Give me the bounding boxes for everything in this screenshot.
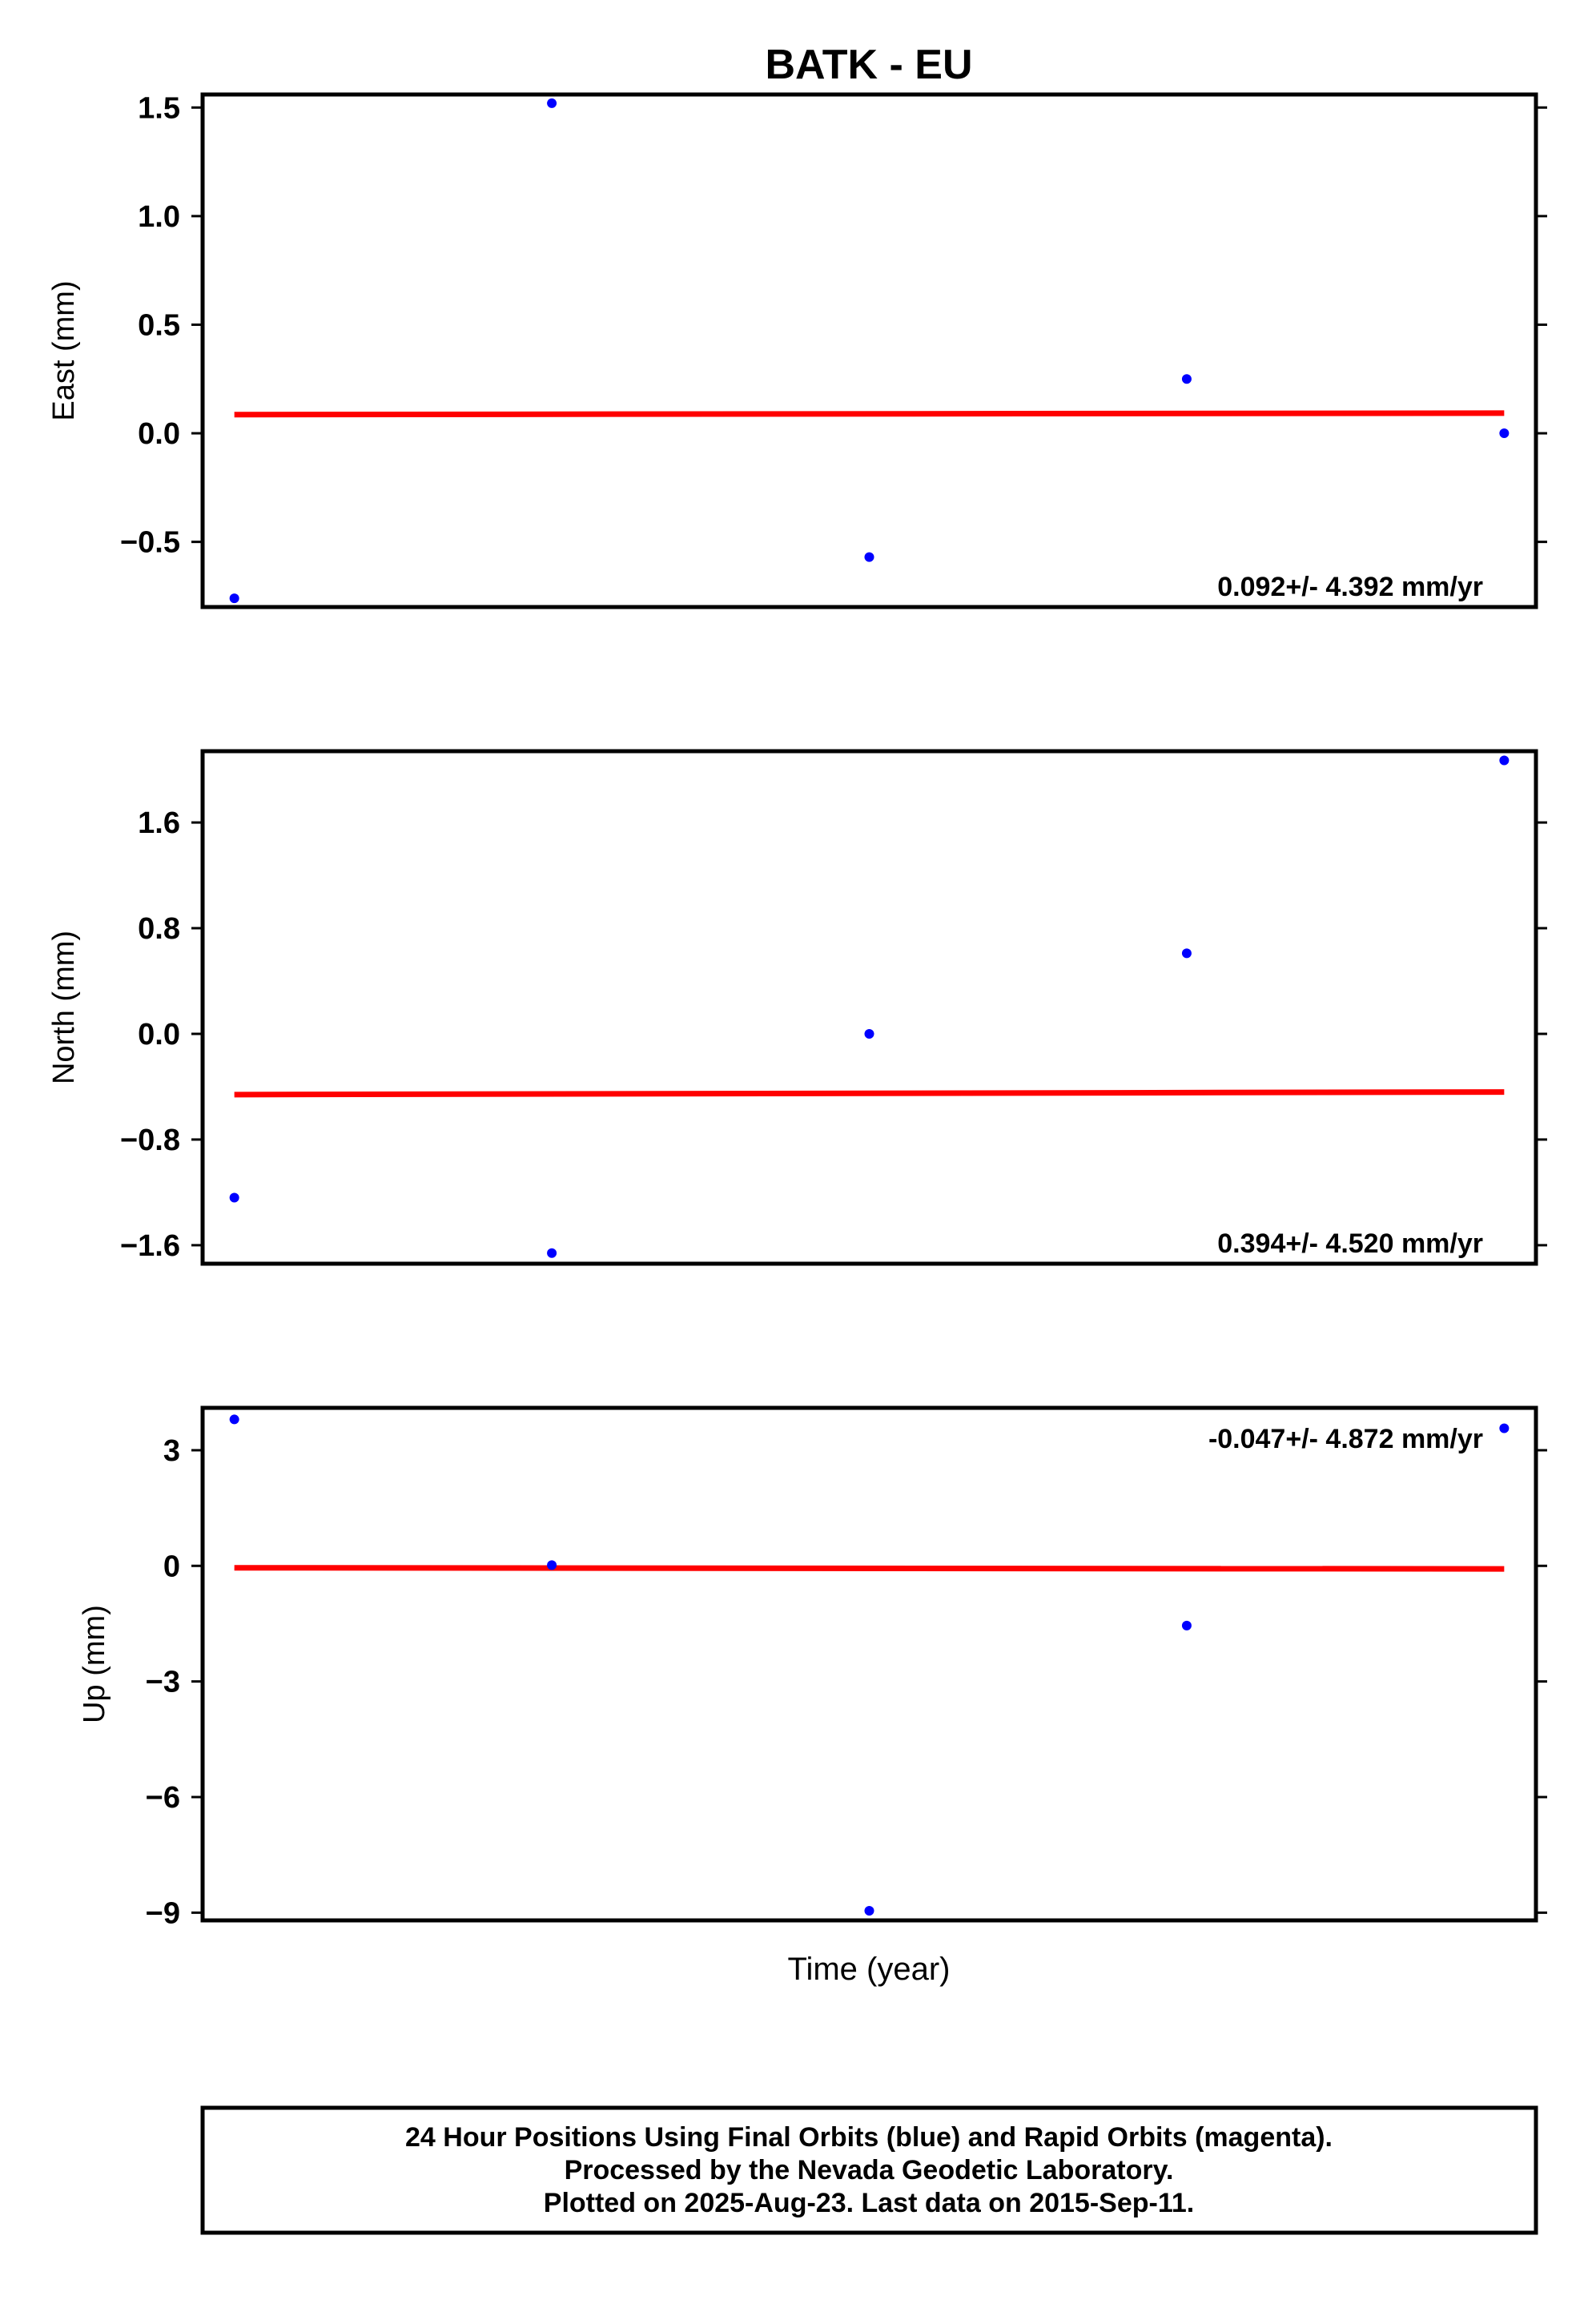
data-point — [229, 593, 239, 604]
panel-1: 1.5 1.0 0.5 0.0 −0.5 East (mm) 0.092+/- 4.392 … — [47, 91, 1547, 609]
y-axis-label: East (mm) — [47, 280, 81, 420]
y-axis-label: Up (mm) — [78, 1605, 111, 1723]
data-point — [1181, 1620, 1192, 1630]
data-point — [864, 1028, 874, 1039]
y-tick-label: −0.5 — [120, 526, 180, 560]
data-point — [1499, 1423, 1510, 1433]
panel-frame — [200, 749, 1538, 1266]
panel-frame — [200, 1405, 1538, 1923]
rate-annotation: 0.394+/- 4.520 mm/yr — [1217, 1228, 1483, 1259]
y-tick-label: −6 — [146, 1781, 180, 1815]
data-point — [1181, 948, 1192, 959]
panel-frame — [200, 92, 1538, 609]
data-point — [864, 1905, 874, 1916]
footer-line-1: 24 Hour Positions Using Final Orbits (bl… — [405, 2122, 1333, 2153]
y-tick-label: 0.8 — [138, 912, 180, 946]
data-point — [547, 1248, 557, 1258]
data-point — [229, 1192, 239, 1203]
x-axis-label: Time (year) — [788, 1952, 951, 1987]
data-point — [864, 552, 874, 562]
rate-annotation: -0.047+/- 4.872 mm/yr — [1208, 1424, 1483, 1454]
data-point — [229, 1414, 239, 1425]
data-point — [1181, 374, 1192, 384]
y-tick-label: 1.5 — [138, 91, 180, 125]
y-tick-label: 1.0 — [138, 200, 180, 234]
y-tick-label: −1.6 — [120, 1229, 180, 1263]
data-point — [547, 98, 557, 108]
panels: 1.5 1.0 0.5 0.0 −0.5 East (mm) 0.092+/- 4.392 … — [47, 91, 1547, 1930]
footer-box: 24 Hour Positions Using Final Orbits (bl… — [200, 2105, 1538, 2235]
footer-line-3: Plotted on 2025-Aug-23. Last data on 201… — [544, 2188, 1194, 2218]
y-tick-label: −9 — [146, 1896, 180, 1930]
rate-annotation: 0.092+/- 4.392 mm/yr — [1217, 572, 1483, 602]
y-axis-label: North (mm) — [47, 931, 81, 1084]
panel-2: 1.6 0.8 0.0 −0.8 −1.6 North (mm) 0.394+/- 4.52… — [47, 749, 1547, 1266]
trend-line — [234, 410, 1505, 418]
y-tick-label: −0.8 — [120, 1124, 180, 1157]
y-tick-label: 0.0 — [138, 1018, 180, 1051]
chart-title: BATK - EU — [765, 42, 972, 88]
y-tick-label: 0.0 — [138, 417, 180, 451]
y-tick-label: −3 — [146, 1666, 180, 1699]
data-point — [547, 1560, 557, 1570]
trend-line — [234, 1565, 1505, 1572]
y-tick-label: 1.6 — [138, 806, 180, 840]
y-tick-label: 3 — [163, 1434, 180, 1468]
trend-line — [234, 1089, 1505, 1098]
y-tick-label: 0 — [163, 1550, 180, 1583]
footer-line-2: Processed by the Nevada Geodetic Laborat… — [565, 2155, 1174, 2185]
data-point — [1499, 755, 1510, 766]
y-tick-label: 0.5 — [138, 308, 180, 342]
footer-frame — [200, 2105, 1538, 2235]
data-point — [1499, 428, 1510, 439]
panel-3: 3 0 −3 −6 −9 Up (mm) -0.047+/- 4.872 mm/yr — [78, 1405, 1547, 1930]
